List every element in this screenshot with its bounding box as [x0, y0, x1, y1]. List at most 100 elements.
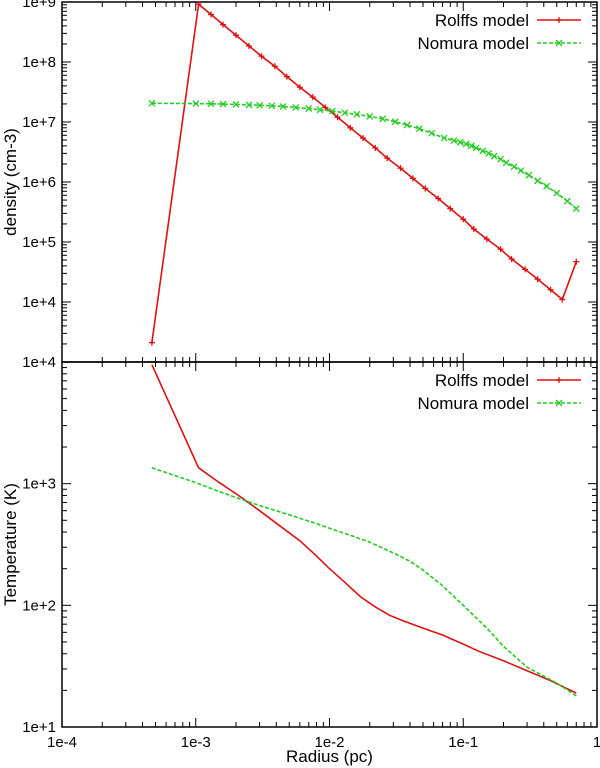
density-series-rolffs-model-line	[151, 2, 578, 343]
density-data-point	[245, 101, 253, 109]
density-data-point	[245, 42, 252, 49]
density-data-point	[497, 246, 504, 253]
temperature-x-tick-label: 1e-2	[314, 734, 344, 751]
density-data-point	[256, 101, 264, 109]
density-legend-marker	[555, 39, 563, 47]
density-data-point	[573, 258, 580, 265]
x-axis-label: Radius (pc)	[286, 747, 373, 766]
density-y-axis-label: density (cm-3)	[1, 128, 20, 236]
density-y-tick-label: 1e+8	[22, 54, 56, 71]
density-data-point	[456, 138, 464, 146]
density-data-point	[207, 100, 215, 108]
density-data-point	[347, 124, 354, 131]
temperature-series-rolffs-model-line	[151, 364, 577, 694]
density-data-point	[559, 296, 566, 303]
density-data-point	[460, 216, 467, 223]
density-data-point	[422, 185, 429, 192]
density-data-point	[192, 100, 200, 108]
density-data-point	[467, 142, 475, 150]
density-data-point	[379, 115, 387, 123]
density-data-point	[195, 1, 202, 8]
density-data-point	[517, 167, 525, 175]
temperature-legend-label: Rolffs model	[435, 371, 529, 390]
temperature-plot-frame	[61, 361, 598, 728]
density-legend-label: Rolffs model	[435, 11, 529, 30]
density-data-point	[440, 134, 448, 142]
density-data-point	[525, 171, 533, 179]
density-data-point	[479, 147, 487, 155]
density-data-point	[450, 137, 458, 145]
density-data-point	[472, 144, 480, 152]
density-data-point	[271, 63, 278, 70]
temperature-x-tick-label: 1e-1	[448, 734, 478, 751]
density-data-point	[372, 144, 379, 151]
density-data-point	[283, 73, 290, 80]
density-data-point	[483, 236, 490, 243]
density-data-point	[508, 256, 515, 263]
density-data-point	[534, 177, 542, 185]
density-data-point	[553, 189, 561, 197]
density-data-point	[309, 94, 316, 101]
density-data-point	[522, 266, 529, 273]
density-data-point	[497, 155, 504, 163]
density-data-point	[148, 339, 155, 346]
density-data-point	[207, 11, 214, 18]
density-data-point	[305, 105, 313, 112]
density-data-point	[258, 53, 265, 60]
temperature-y-axis-label: Temperature (K)	[1, 483, 20, 606]
density-data-point	[462, 140, 470, 148]
temperature-panel: 1e+1 1e+2 1e+3 1e+4 1e-4 1e-3 1e-2 1e-1 1 Temper…	[1, 354, 600, 766]
density-data-point	[485, 149, 493, 157]
density-data-point	[490, 152, 498, 160]
density-data-point	[233, 32, 240, 39]
density-data-point	[353, 110, 361, 118]
temperature-x-tick-label: 1e-4	[47, 734, 77, 751]
density-data-point	[359, 135, 366, 142]
density-panel: 1e+41e+51e+61e+71e+81e+9 density (cm-3) …	[1, 0, 598, 363]
density-series-nomura-model-line	[151, 102, 577, 210]
density-data-point	[384, 155, 391, 162]
density-data-point	[391, 118, 399, 126]
density-data-point	[220, 21, 227, 28]
density-y-tick-label: 1e+9	[22, 0, 56, 11]
density-data-point	[409, 175, 416, 182]
temperature-legend-marker	[555, 399, 563, 407]
density-y-tick-label: 1e+5	[22, 234, 56, 251]
density-data-point	[470, 225, 477, 232]
density-data-point	[268, 102, 276, 110]
density-data-point	[148, 99, 156, 107]
density-data-point	[316, 106, 324, 114]
density-data-point	[328, 107, 336, 115]
density-data-point	[534, 276, 541, 283]
density-data-point	[292, 103, 300, 111]
density-data-point	[219, 100, 227, 108]
density-data-point	[572, 205, 580, 213]
density-data-point	[543, 182, 551, 190]
temperature-x-tick-label: 1	[593, 734, 600, 751]
density-data-point	[341, 109, 349, 117]
density-data-point	[435, 195, 442, 202]
density-y-tick-label: 1e+4	[22, 294, 56, 311]
temperature-y-tick-label: 1e+1	[22, 719, 56, 736]
density-y-tick-label: 1e+6	[22, 174, 56, 191]
temperature-legend-marker	[556, 377, 562, 383]
temperature-y-tick-label: 1e+2	[22, 597, 56, 614]
density-data-point	[428, 129, 436, 137]
density-data-point	[563, 197, 571, 205]
temperature-y-tick-label: 1e+3	[22, 476, 56, 493]
density-plot-frame	[61, 1, 598, 363]
density-data-point	[510, 163, 518, 171]
density-legend-label: Nomura model	[418, 34, 530, 53]
temperature-series-nomura-model-line	[151, 467, 577, 697]
density-legend-marker	[556, 17, 562, 23]
temperature-x-tick-label: 1e-3	[181, 734, 211, 751]
density-data-point	[334, 114, 341, 121]
density-data-point	[296, 84, 303, 91]
density-data-point	[366, 112, 374, 120]
density-data-point	[279, 103, 287, 110]
density-data-point	[403, 121, 411, 129]
density-data-point	[547, 286, 554, 293]
density-data-point	[502, 159, 510, 167]
density-data-point	[397, 165, 404, 172]
